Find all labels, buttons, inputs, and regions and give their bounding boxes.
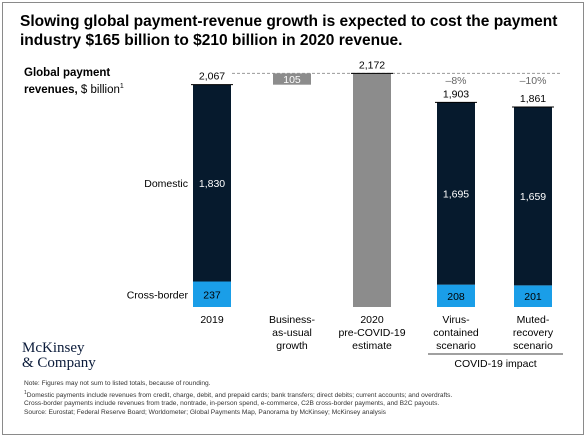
bar-cross-border-3	[437, 284, 475, 307]
bar-domestic-4	[514, 106, 552, 286]
category-label-1-2: growth	[276, 340, 308, 352]
y-axis-label-line-1: Global payment	[24, 67, 111, 79]
category-label-4-2: scenario	[513, 340, 553, 352]
note-cross-border: Cross-border payments include revenues f…	[24, 400, 440, 408]
bar-increment	[273, 73, 311, 85]
chart-title: Slowing global payment-revenue growth is…	[20, 12, 560, 50]
bar-domestic-0	[193, 84, 231, 282]
y-axis-label-line-2: revenues, $ billion1	[24, 80, 124, 97]
chart-title-line-2: industry $165 billion to $210 billion in…	[20, 32, 403, 49]
row-label-cross-border: Cross-border	[127, 289, 189, 301]
category-label-0-0: 2019	[200, 314, 224, 326]
bar-estimate	[353, 73, 391, 307]
bar-cross-border-0	[193, 281, 231, 307]
footnotes: Note: Figures may not sum to listed tota…	[24, 380, 452, 418]
chart-title-line-1: Slowing global payment-revenue growth is…	[20, 13, 558, 30]
category-label-1-1: as-usual	[272, 327, 312, 339]
bar-domestic-3	[437, 102, 475, 285]
row-label-domestic: Domestic	[144, 178, 188, 190]
total-label-2: 2,172	[359, 59, 385, 71]
y-axis-label-unit: $ billion	[77, 83, 120, 96]
category-label-4-1: recovery	[513, 327, 554, 339]
total-label-4: 1,861	[520, 93, 546, 105]
label-cross-border-4: 201	[524, 291, 542, 303]
note-source: Source: Eurostat; Federal Reserve Board;…	[24, 408, 386, 416]
label-cross-border-3: 208	[447, 291, 465, 303]
bar-cross-border-4	[514, 285, 552, 307]
note-domestic-mark: 1	[24, 389, 27, 396]
logo-line-2: & Company	[22, 354, 96, 371]
category-label-2-2: estimate	[352, 340, 392, 352]
group-label-covid-impact: COVID-19 impact	[454, 358, 536, 370]
change-label-3: –8%	[445, 75, 466, 87]
label-domestic-4: 1,659	[520, 191, 546, 203]
note-domestic: 1Domestic payments include revenues from…	[24, 389, 452, 401]
category-label-3-2: scenario	[436, 340, 476, 352]
category-label-2-1: pre-COVID-19	[338, 327, 405, 339]
category-label-3-0: Virus-	[442, 314, 470, 326]
note-rounding: Note: Figures may not sum to listed tota…	[24, 380, 211, 387]
category-label-3-1: contained	[433, 327, 479, 339]
y-axis-label-bold: revenues,	[24, 83, 78, 96]
total-label-0: 2,067	[199, 71, 225, 83]
label-increment: 105	[283, 74, 301, 86]
category-label-2-0: 2020	[360, 314, 384, 326]
note-domestic-text: Domestic payments include revenues from …	[26, 391, 453, 399]
label-domestic-0: 1,830	[199, 178, 225, 190]
mckinsey-logo: McKinsey & Company	[22, 341, 96, 370]
label-domestic-3: 1,695	[443, 188, 469, 200]
logo-line-1: McKinsey	[22, 340, 85, 356]
y-axis-label: Global payment revenues, $ billion1	[24, 66, 124, 97]
category-label-4-0: Muted-	[517, 314, 550, 326]
total-label-3: 1,903	[443, 88, 469, 100]
y-axis-label-footnote-mark: 1	[119, 83, 124, 90]
label-cross-border-0: 237	[203, 289, 221, 301]
change-label-4: –10%	[520, 75, 547, 87]
category-label-1-0: Business-	[269, 314, 316, 326]
